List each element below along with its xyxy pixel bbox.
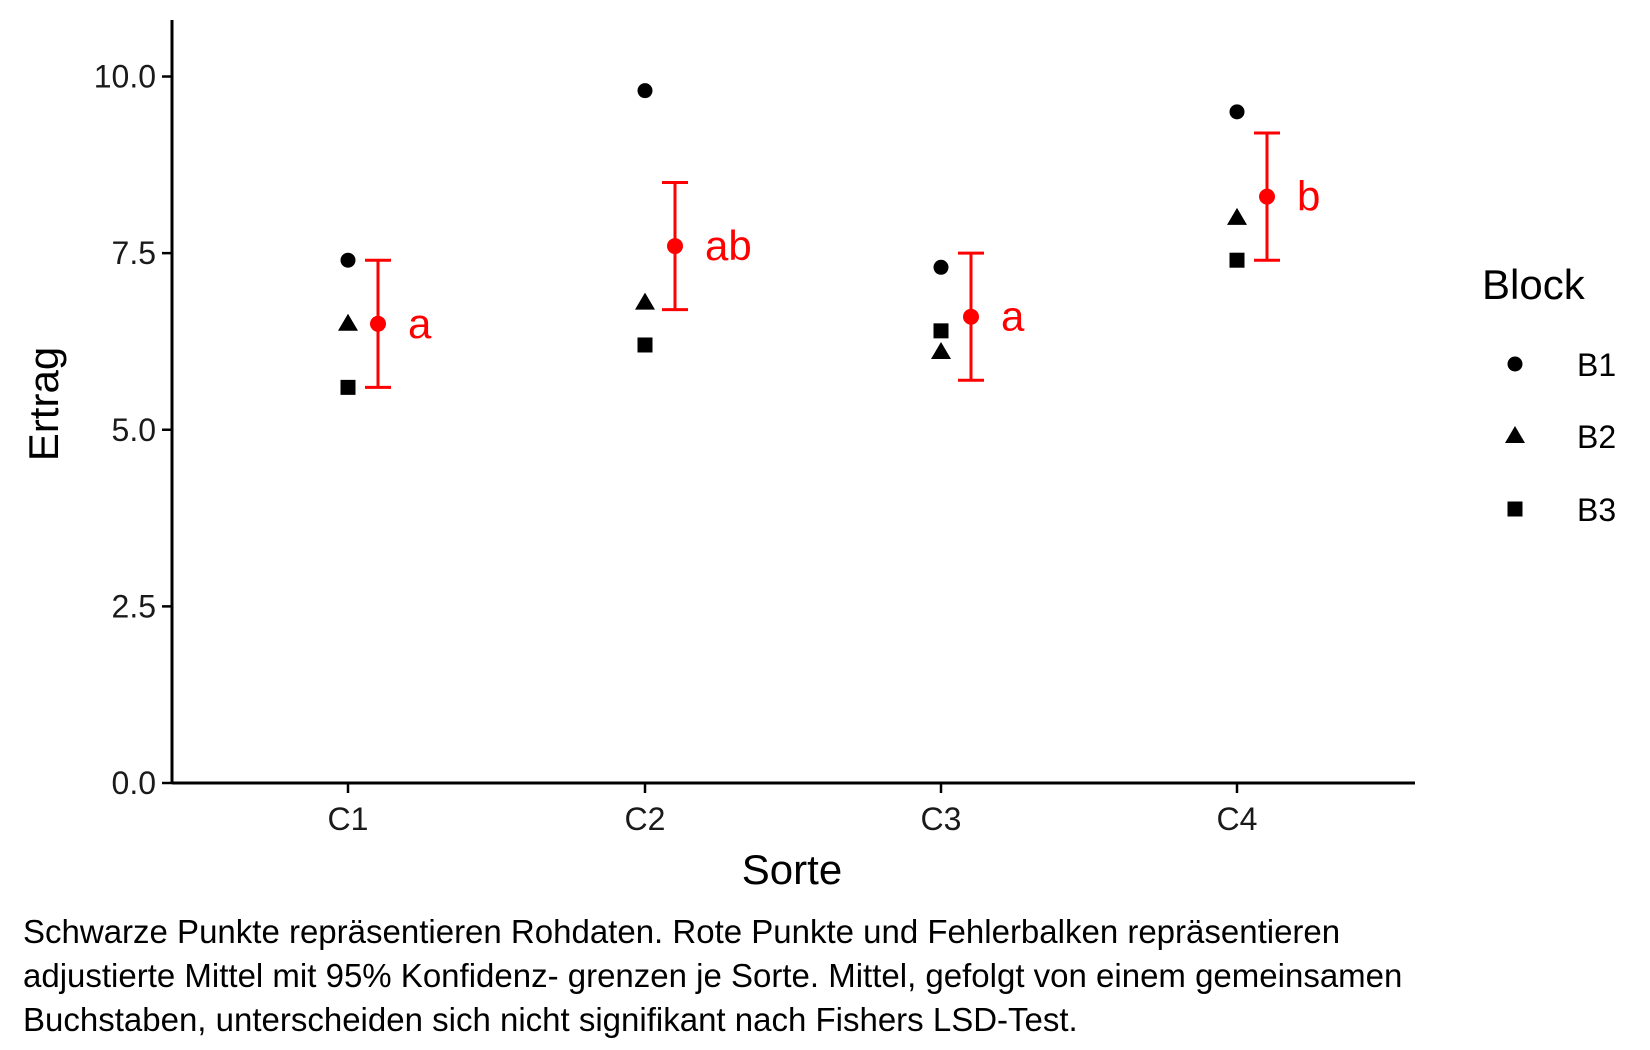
adjusted-mean-point	[1259, 188, 1275, 205]
raw-point-b1	[933, 259, 949, 275]
legend-label: B1	[1577, 347, 1616, 383]
x-axis: C1 C2 C3 C4	[172, 781, 1415, 837]
legend-label: B3	[1577, 492, 1616, 528]
legend-marker-b1	[1507, 356, 1523, 372]
legend-title: Block	[1482, 261, 1586, 308]
raw-point-b2	[931, 342, 951, 360]
figure-caption: Schwarze Punkte repräsentieren Rohdaten.…	[23, 910, 1623, 1042]
raw-point-b1	[637, 83, 653, 99]
significance-letter: a	[1001, 293, 1025, 340]
x-tick-label: C4	[1217, 801, 1258, 837]
y-tick-label: 5.0	[112, 412, 156, 448]
x-axis-title: Sorte	[742, 846, 842, 893]
caption-line: Buchstaben, unterscheiden sich nicht sig…	[23, 1001, 1078, 1038]
raw-point-b3	[340, 379, 356, 395]
caption-line: Schwarze Punkte repräsentieren Rohdaten.…	[23, 913, 1341, 950]
adjusted-mean-point	[667, 238, 683, 255]
significance-letter: b	[1297, 173, 1320, 220]
raw-point-b2	[338, 313, 358, 331]
y-tick-label: 0.0	[112, 765, 156, 801]
y-tick-label: 10.0	[94, 59, 156, 95]
raw-point-b3	[1229, 252, 1245, 268]
legend-label: B2	[1577, 419, 1616, 455]
x-tick-label: C2	[625, 801, 666, 837]
caption-line: adjustierte Mittel mit 95% Konfidenz- gr…	[23, 957, 1403, 994]
significance-letter: a	[408, 300, 432, 347]
raw-point-b2	[635, 292, 655, 310]
adjusted-mean-point	[370, 315, 386, 332]
y-axis-title: Ertrag	[20, 347, 67, 461]
raw-point-b1	[1229, 104, 1245, 120]
y-axis: 0.0 2.5 5.0 7.5 10.0	[94, 20, 174, 801]
x-tick-label: C1	[328, 801, 369, 837]
raw-point-b1	[340, 252, 356, 268]
significance-letter: ab	[705, 222, 752, 269]
raw-point-b3	[637, 337, 653, 353]
raw-point-b2	[1227, 207, 1247, 225]
x-tick-label: C3	[921, 801, 962, 837]
raw-points	[338, 83, 1247, 395]
y-tick-label: 7.5	[112, 235, 156, 271]
legend-marker-b2	[1505, 426, 1525, 443]
y-tick-label: 2.5	[112, 588, 156, 624]
adjusted-mean-point	[963, 308, 979, 325]
raw-point-b3	[933, 323, 949, 339]
legend: B1 B2 B3	[1505, 347, 1616, 528]
legend-marker-b3	[1507, 501, 1523, 517]
